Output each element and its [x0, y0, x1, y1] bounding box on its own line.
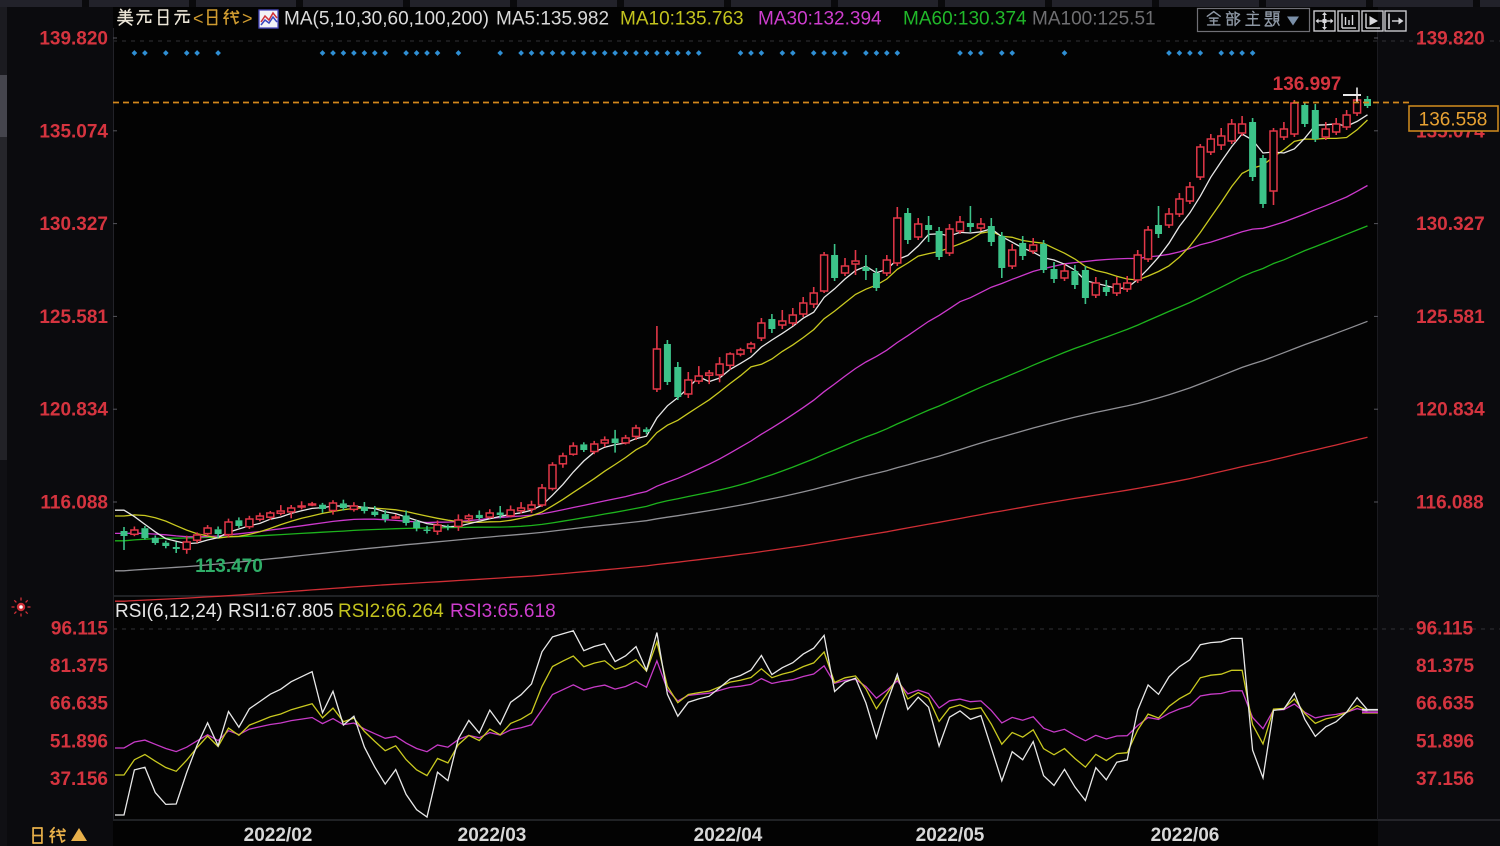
svg-text:MA(5,10,30,60,100,200): MA(5,10,30,60,100,200)	[284, 9, 489, 30]
svg-text:37.156: 37.156	[50, 769, 108, 790]
svg-text:>: >	[242, 9, 253, 29]
svg-text:2022/02: 2022/02	[244, 825, 313, 846]
svg-text:2022/05: 2022/05	[916, 825, 985, 846]
svg-text:113.470: 113.470	[195, 556, 263, 577]
svg-text:RSI3:65.618: RSI3:65.618	[450, 601, 556, 622]
svg-text:139.820: 139.820	[39, 29, 108, 50]
svg-text:116.088: 116.088	[40, 493, 108, 514]
svg-text:2022/03: 2022/03	[458, 825, 527, 846]
svg-text:RSI1:67.805: RSI1:67.805	[228, 601, 334, 622]
svg-text:125.581: 125.581	[39, 307, 108, 328]
svg-text:MA5:135.982: MA5:135.982	[496, 9, 609, 30]
svg-text:130.327: 130.327	[39, 214, 108, 235]
svg-text:96.115: 96.115	[51, 619, 108, 640]
svg-text:66.635: 66.635	[50, 694, 109, 715]
svg-text:51.896: 51.896	[50, 731, 108, 752]
svg-text:136.558: 136.558	[1419, 110, 1488, 131]
svg-text:135.074: 135.074	[39, 121, 108, 142]
svg-text:81.375: 81.375	[50, 656, 109, 677]
svg-text:130.327: 130.327	[1416, 214, 1485, 235]
svg-text:139.820: 139.820	[1416, 29, 1485, 50]
svg-text:MA100:125.51: MA100:125.51	[1032, 9, 1156, 30]
svg-text:RSI(6,12,24): RSI(6,12,24)	[115, 601, 223, 622]
svg-text:116.088: 116.088	[1416, 493, 1484, 514]
svg-text:96.115: 96.115	[1416, 619, 1473, 640]
svg-text:136.997: 136.997	[1273, 74, 1342, 95]
svg-text:66.635: 66.635	[1416, 694, 1475, 715]
svg-text:MA60:130.374: MA60:130.374	[903, 9, 1027, 30]
svg-text:51.896: 51.896	[1416, 731, 1474, 752]
svg-text:37.156: 37.156	[1416, 769, 1474, 790]
svg-text:120.834: 120.834	[39, 400, 108, 421]
svg-text:2022/06: 2022/06	[1151, 825, 1220, 846]
svg-text:MA30:132.394: MA30:132.394	[758, 9, 882, 30]
svg-text:2022/04: 2022/04	[694, 825, 763, 846]
svg-text:81.375: 81.375	[1416, 656, 1475, 677]
svg-text:RSI2:66.264: RSI2:66.264	[338, 601, 444, 622]
svg-text:MA10:135.763: MA10:135.763	[620, 9, 744, 30]
svg-text:<: <	[193, 9, 204, 29]
svg-text:125.581: 125.581	[1416, 307, 1485, 328]
svg-text:120.834: 120.834	[1416, 400, 1485, 421]
